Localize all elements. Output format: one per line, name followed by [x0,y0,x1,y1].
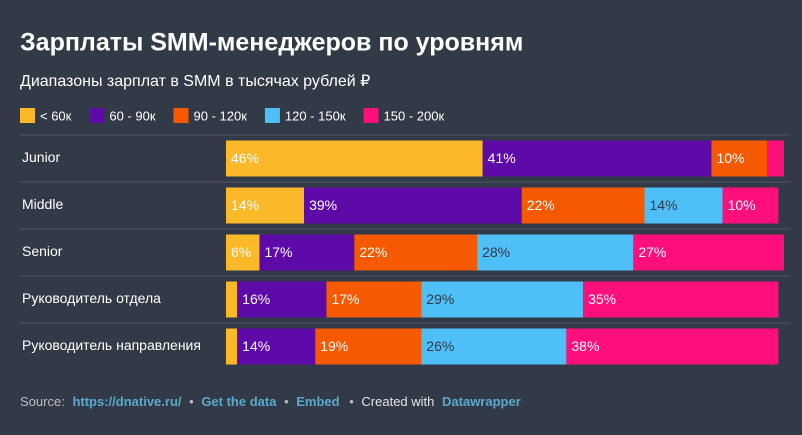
legend-swatch [20,108,35,123]
bar-segment [633,234,784,271]
get-data-link[interactable]: Get the data [201,394,277,409]
row-label: Руководитель направления [22,337,201,353]
bar-segment [226,234,260,271]
value-label: 10% [728,197,756,213]
value-label: 46% [231,150,259,166]
value-label: 14% [242,338,270,354]
bar-segment [767,140,784,177]
footer: Source: https://dnative.ru/ • Get the da… [20,394,521,409]
value-label: 22% [359,244,387,260]
legend-label: 120 - 150к [285,108,346,123]
legend-swatch [173,108,189,123]
value-label: 17% [331,291,359,307]
value-label: 14% [231,197,259,213]
chart-subtitle: Диапазоны зарплат в SMM в тысячах рублей… [20,73,370,90]
value-label: 41% [488,150,516,166]
value-label: 17% [264,244,292,260]
plot: Junior 46% 41% 10% Middle 14% 39% 22% 14% 10% Seni… [20,134,790,365]
bar-segment [226,140,483,177]
bar-segment [644,187,723,224]
source-label: Source: [20,394,65,409]
legend-swatch [264,108,280,123]
bar-segment [259,234,355,271]
created-with: Created with [361,394,434,409]
value-label: 35% [588,291,616,307]
value-label: 27% [638,244,666,260]
value-label: 19% [320,338,348,354]
bar-segment [226,187,305,224]
bar-segment [315,328,422,365]
legend: < 60к 60 - 90к 90 - 120к 120 - 150к 150 - 20… [20,108,444,123]
bar-segment [521,187,645,224]
bar-segment [226,281,238,318]
bar-segment [326,281,422,318]
bar-segment [237,328,316,365]
row-label: Senior [22,243,63,259]
legend-label: 150 - 200к [384,108,445,123]
legend-label: < 60к [40,108,72,123]
value-label: 10% [716,150,744,166]
bar-segment [583,281,779,318]
row-label: Руководитель отдела [22,290,161,306]
bar-segment [421,281,584,318]
value-label: 22% [527,197,555,213]
embed-link[interactable]: Embed [296,394,339,409]
value-label: 39% [309,197,337,213]
bar-segment [304,187,522,224]
bar-segment [566,328,779,365]
value-label: 6% [231,244,251,260]
chart-title: Зарплаты SMM-менеджеров по уровням [20,29,523,57]
value-label: 28% [482,244,510,260]
bar-segment [226,328,238,365]
tool-link[interactable]: Datawrapper [442,394,521,409]
row-label: Middle [22,196,63,212]
value-label: 14% [650,197,678,213]
row-label: Junior [22,149,60,165]
bar-segment [237,281,327,318]
bar-segment [421,328,567,365]
value-label: 26% [426,338,454,354]
value-label: 38% [571,338,599,354]
legend-swatch [89,108,105,123]
source-link[interactable]: https://dnative.ru/ [72,394,181,409]
bar-segment [482,140,712,177]
bar-segment [354,234,478,271]
bar-segment [722,187,779,224]
value-label: 16% [242,291,270,307]
bar-segment [477,234,634,271]
bar-segment [711,140,768,177]
legend-swatch [363,108,379,123]
separator: • [349,394,354,409]
separator: • [189,394,194,409]
legend-label: 90 - 120к [194,108,248,123]
separator: • [284,394,289,409]
legend-label: 60 - 90к [109,108,155,123]
value-label: 29% [426,291,454,307]
